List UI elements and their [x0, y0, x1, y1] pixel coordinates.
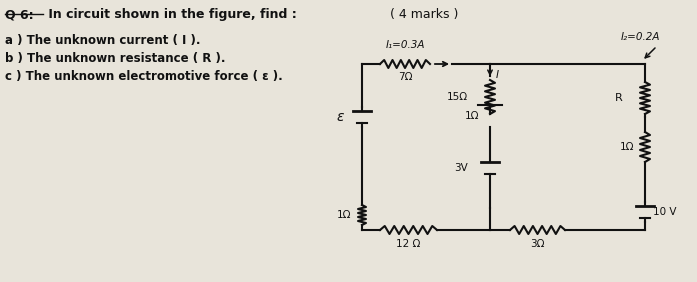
Text: 15Ω: 15Ω — [447, 92, 468, 102]
Text: Q 6:: Q 6: — [5, 8, 33, 21]
Text: I₁=0.3A: I₁=0.3A — [385, 40, 424, 50]
Text: a ) The unknown current ( I ).: a ) The unknown current ( I ). — [5, 34, 201, 47]
Text: c ) The unknown electromotive force ( ε ).: c ) The unknown electromotive force ( ε … — [5, 70, 283, 83]
Text: 1Ω: 1Ω — [620, 142, 634, 152]
Text: 3Ω: 3Ω — [530, 239, 544, 249]
Text: 12 Ω: 12 Ω — [396, 239, 420, 249]
Text: b ) The unknown resistance ( R ).: b ) The unknown resistance ( R ). — [5, 52, 226, 65]
Text: I: I — [496, 70, 499, 80]
Text: 3V: 3V — [454, 163, 468, 173]
Text: ( 4 marks ): ( 4 marks ) — [390, 8, 459, 21]
Text: 1Ω: 1Ω — [465, 111, 480, 121]
Text: I₂=0.2A: I₂=0.2A — [620, 32, 660, 42]
Text: 1Ω: 1Ω — [337, 210, 351, 220]
Text: ε: ε — [336, 110, 344, 124]
Text: 10 V: 10 V — [653, 207, 677, 217]
Text: R: R — [615, 93, 623, 103]
Text: In circuit shown in the figure, find :: In circuit shown in the figure, find : — [44, 8, 297, 21]
Text: 7Ω: 7Ω — [398, 72, 412, 82]
